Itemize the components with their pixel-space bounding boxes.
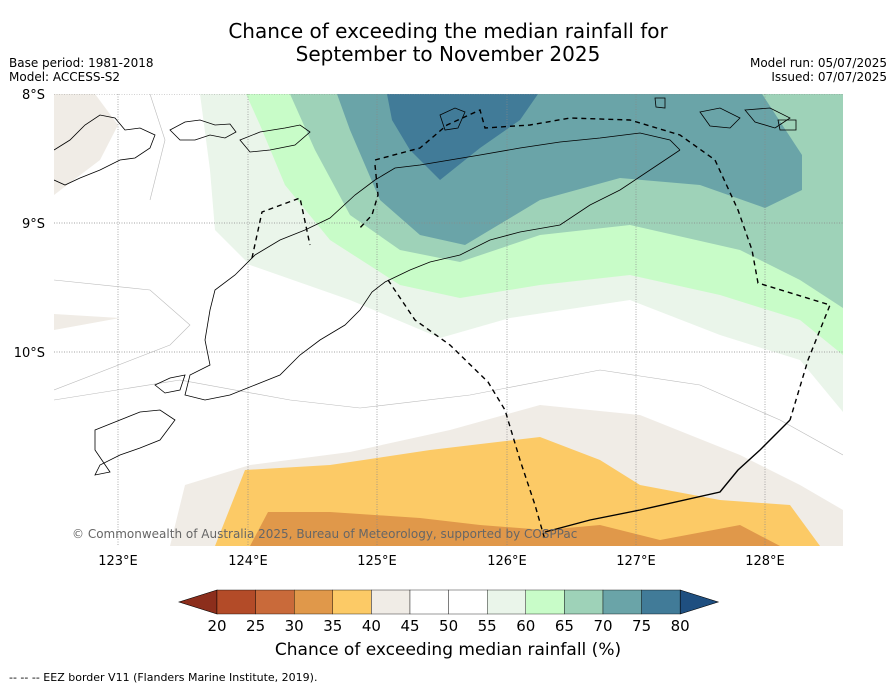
colorbar-tick-label: 30 xyxy=(285,617,304,635)
map-plot-area: © Commonwealth of Australia 2025, Bureau… xyxy=(54,94,843,546)
colorbar-over-arrow xyxy=(679,589,720,615)
title-line-2: September to November 2025 xyxy=(295,42,601,66)
colorbar: 20 25 30 35 40 45 50 55 60 65 70 75 80 xyxy=(178,589,720,635)
island-3 xyxy=(699,107,741,129)
eez-legend-text: -- -- -- EEZ border V11 (Flanders Marine… xyxy=(9,671,318,684)
lon-label-124e: 124°E xyxy=(228,554,268,569)
colorbar-segment xyxy=(216,589,256,615)
eez-border xyxy=(251,109,831,541)
colorbar-tick-label: 55 xyxy=(478,617,497,635)
issued-label: Issued: 07/07/2025 xyxy=(771,70,887,84)
contour-40-45-west xyxy=(54,94,118,195)
colorbar-segment xyxy=(564,589,604,615)
lon-label-125e: 125°E xyxy=(357,554,397,569)
island-1 xyxy=(439,107,466,131)
rote-coast xyxy=(154,374,186,394)
contour-75-80 xyxy=(387,94,538,180)
base-period-label: Base period: 1981-2018 xyxy=(9,56,154,70)
colorbar-segment xyxy=(487,589,527,615)
coastlines xyxy=(54,97,797,476)
alor-coast xyxy=(169,119,237,141)
colorbar-segment xyxy=(371,589,411,615)
colorbar-segment xyxy=(294,589,334,615)
graticule xyxy=(54,94,843,546)
colorbar-tick-label: 65 xyxy=(555,617,574,635)
meta-right: Model run: 05/07/2025 Issued: 07/07/2025 xyxy=(750,56,887,84)
colorbar-under-arrow xyxy=(178,589,218,615)
colorbar-segment xyxy=(602,589,642,615)
island-4 xyxy=(744,107,791,129)
lon-label-123e: 123°E xyxy=(98,554,138,569)
contour-40-45-west-2 xyxy=(54,314,120,330)
colorbar-segment xyxy=(409,589,449,615)
sumba-coast xyxy=(94,409,176,476)
flores-coast xyxy=(54,114,156,186)
colorbar-segment xyxy=(641,589,681,615)
colorbar-tick-label: 80 xyxy=(671,617,690,635)
contour-30-35 xyxy=(250,512,780,546)
meta-left: Base period: 1981-2018 Model: ACCESS-S2 xyxy=(9,56,154,84)
lon-label-126e: 126°E xyxy=(487,554,527,569)
model-label: Model: ACCESS-S2 xyxy=(9,70,121,84)
island-2 xyxy=(654,97,666,109)
title-line-1: Chance of exceeding the median rainfall … xyxy=(228,19,668,43)
colorbar-tick-label: 50 xyxy=(439,617,458,635)
model-run-label: Model run: 05/07/2025 xyxy=(749,56,887,70)
lat-label-8s: 8°S xyxy=(22,88,45,103)
map-title: Chance of exceeding the median rainfall … xyxy=(0,20,896,66)
colorbar-tick-label: 40 xyxy=(362,617,381,635)
lon-label-127e: 127°E xyxy=(616,554,656,569)
colorbar-tick-label: 20 xyxy=(207,617,226,635)
eez-border-solid xyxy=(544,419,791,533)
colorbar-segment xyxy=(448,589,488,615)
colorbar-segment xyxy=(332,589,372,615)
colorbar-tick-label: 60 xyxy=(516,617,535,635)
lat-label-9s: 9°S xyxy=(22,217,45,232)
colorbar-tick-label: 45 xyxy=(400,617,419,635)
island-5 xyxy=(777,119,797,131)
colorbar-segment xyxy=(525,589,565,615)
copyright-text: © Commonwealth of Australia 2025, Bureau… xyxy=(72,527,577,541)
colorbar-segment xyxy=(255,589,295,615)
colorbar-tick-label: 25 xyxy=(246,617,265,635)
colorbar-tick-label: 75 xyxy=(632,617,651,635)
colorbar-tick-label: 70 xyxy=(593,617,612,635)
lon-label-128e: 128°E xyxy=(745,554,785,569)
timor-coast xyxy=(184,132,681,401)
lat-label-10s: 10°S xyxy=(14,346,45,361)
wetar-coast xyxy=(239,124,311,153)
colorbar-tick-label: 35 xyxy=(323,617,342,635)
colorbar-label: Chance of exceeding median rainfall (%) xyxy=(274,640,622,660)
